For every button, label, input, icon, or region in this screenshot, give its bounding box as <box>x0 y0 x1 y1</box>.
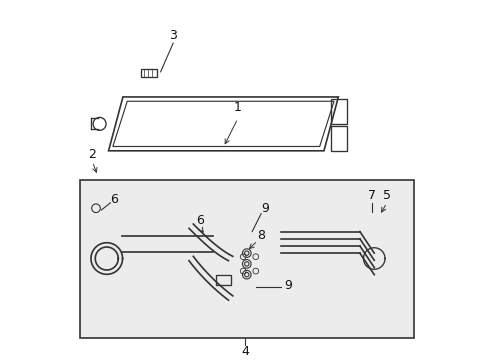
Text: 1: 1 <box>234 101 242 114</box>
Text: 9: 9 <box>284 279 292 292</box>
Bar <box>216 275 231 285</box>
Text: 9: 9 <box>261 202 269 215</box>
Text: 4: 4 <box>241 345 249 358</box>
Bar <box>80 180 414 338</box>
Text: 3: 3 <box>169 30 177 42</box>
Text: 7: 7 <box>368 189 376 202</box>
Text: 8: 8 <box>257 229 265 242</box>
Bar <box>331 99 347 124</box>
Text: 6: 6 <box>110 193 118 206</box>
Text: 6: 6 <box>196 214 204 227</box>
Bar <box>141 69 157 77</box>
Bar <box>331 126 347 151</box>
Text: 2: 2 <box>89 148 97 161</box>
Text: 5: 5 <box>383 189 391 202</box>
